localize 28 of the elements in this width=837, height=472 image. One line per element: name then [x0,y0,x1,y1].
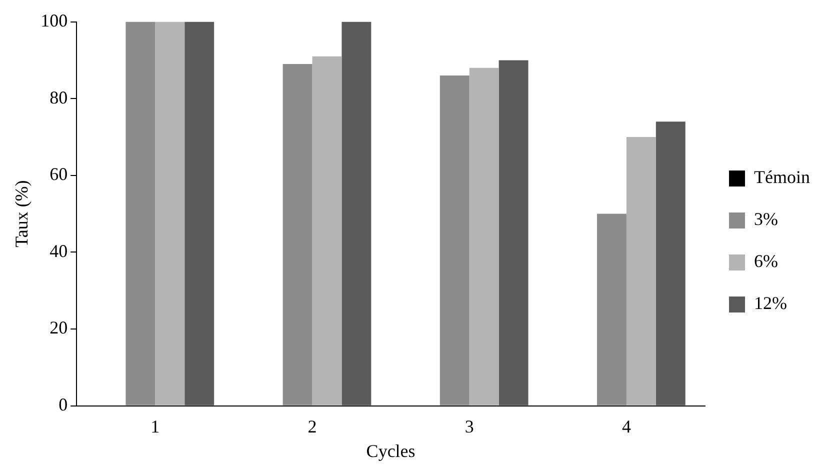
bar [440,76,470,406]
y-tick-label: 100 [40,10,68,31]
x-tick-label: 1 [150,416,160,436]
legend-label: 3% [754,209,778,230]
x-tick-label: 3 [464,416,474,436]
bar [126,22,156,406]
bar [626,137,656,406]
x-tick-label: 2 [308,416,317,436]
bar [282,64,312,406]
legend-label: 6% [754,251,778,272]
bar [184,22,214,406]
x-axis-title: Cycles [366,440,416,461]
legend-label: Témoin [754,167,810,188]
y-tick-label: 60 [50,164,68,184]
bar [155,22,185,406]
bar [469,68,499,406]
bar [312,56,342,406]
y-axis-title: Taux (%) [12,180,32,248]
bar [498,60,528,406]
y-tick-label: 80 [50,87,68,108]
bar [597,214,626,406]
bar [342,22,372,406]
legend-label: 12% [754,293,788,314]
x-tick-label: 4 [622,416,631,436]
y-tick-label: 20 [50,318,68,338]
bar [656,122,686,406]
y-tick-label: 40 [50,240,68,261]
y-tick-label: 0 [58,394,68,415]
